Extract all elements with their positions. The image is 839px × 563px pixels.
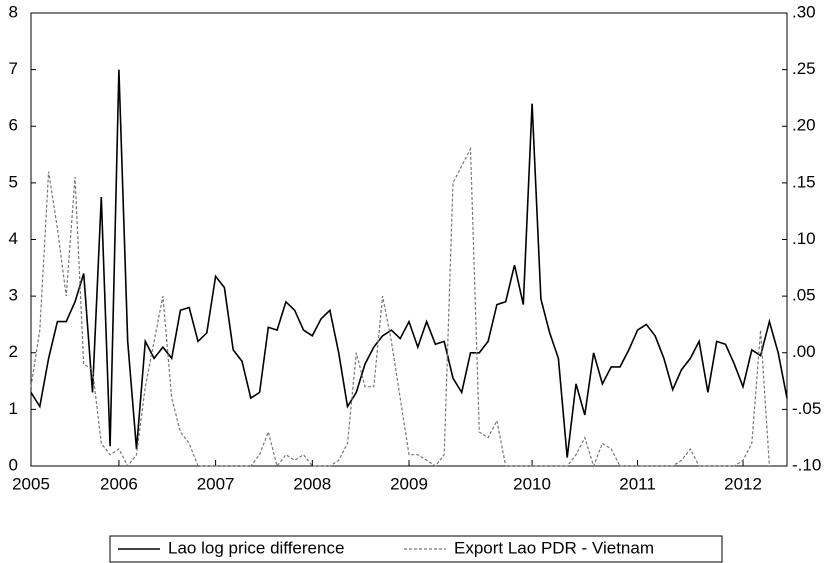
y-tick-label: 8	[9, 2, 18, 21]
plot-frame	[30, 12, 788, 467]
x-tick-label: 2005	[12, 474, 50, 493]
x-tick-label: 2008	[293, 474, 331, 493]
y2-tick-label: -.05	[792, 399, 821, 418]
legend-label: Lao log price difference	[168, 538, 344, 557]
y2-tick-label: -.10	[792, 455, 821, 474]
legend-label: Export Lao PDR - Vietnam	[454, 538, 654, 557]
x-tick-label: 2012	[724, 474, 762, 493]
y2-tick-label: .10	[792, 229, 816, 248]
x-tick-label: 2007	[197, 474, 235, 493]
y-tick-label: 0	[9, 455, 18, 474]
y-tick-label: 1	[9, 399, 18, 418]
series-line	[30, 69, 788, 458]
legend-box	[109, 535, 723, 563]
y2-tick-label: .15	[792, 172, 816, 191]
y-tick-label: 5	[9, 172, 18, 191]
y2-tick-label: .25	[792, 59, 816, 78]
y2-tick-label: .00	[792, 342, 816, 361]
y2-tick-label: .30	[792, 2, 816, 21]
x-tick-label: 2011	[619, 474, 656, 493]
y-tick-label: 4	[9, 229, 18, 248]
y-tick-label: 7	[9, 59, 18, 78]
x-tick-label: 2006	[100, 474, 138, 493]
x-tick-label: 2009	[390, 474, 428, 493]
y-tick-label: 6	[9, 116, 18, 135]
y-tick-label: 2	[9, 342, 18, 361]
y2-tick-label: .05	[792, 286, 816, 305]
series-line	[30, 146, 770, 468]
y-tick-label: 3	[9, 286, 18, 305]
x-tick-label: 2010	[513, 474, 551, 493]
y2-tick-label: .20	[792, 116, 816, 135]
